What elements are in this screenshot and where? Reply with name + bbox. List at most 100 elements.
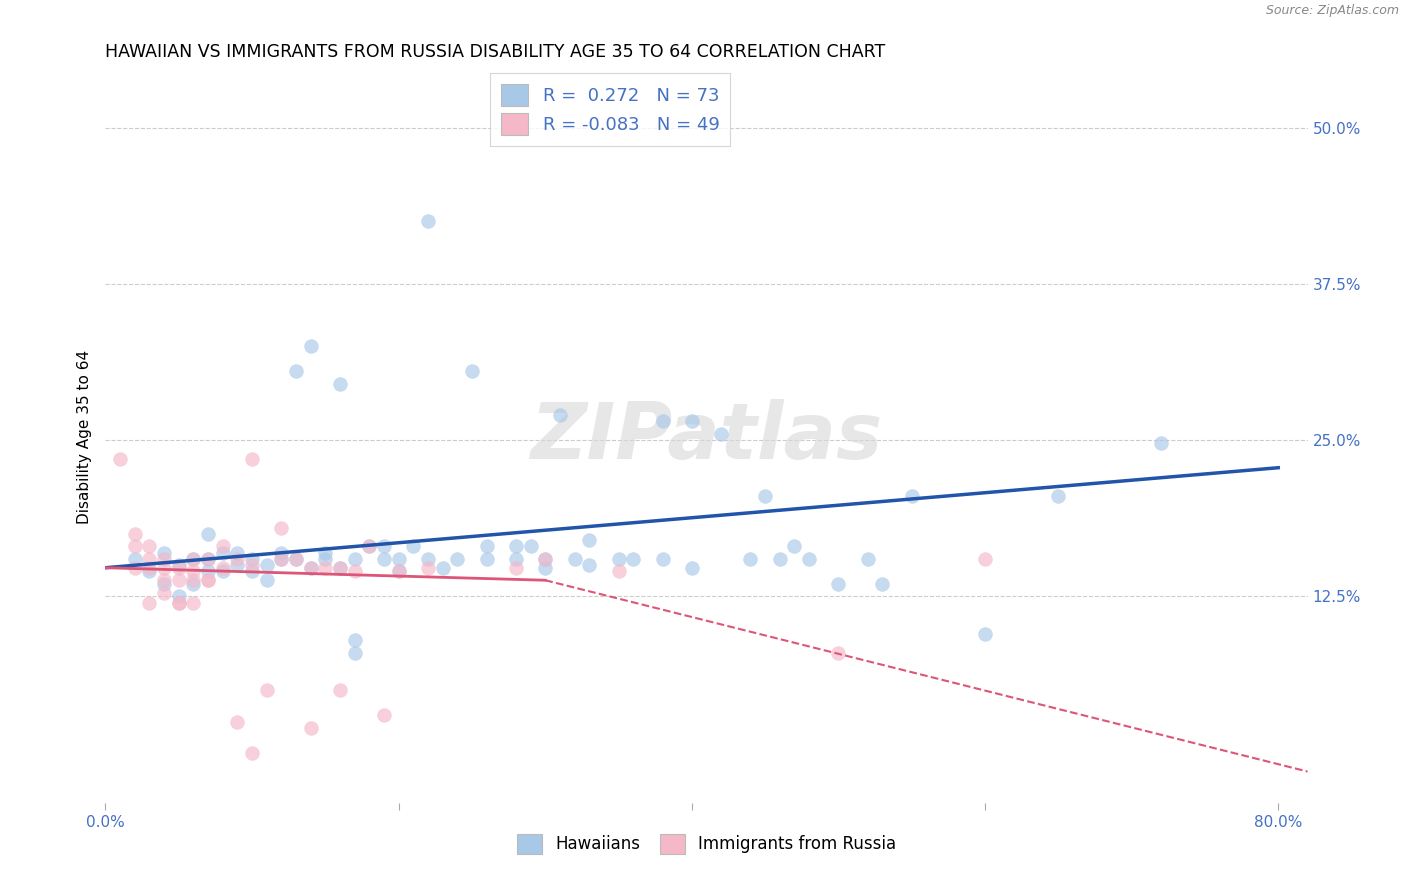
- Point: [783, 540, 806, 554]
- Point: [754, 490, 776, 504]
- Point: [329, 560, 352, 574]
- Point: [167, 573, 190, 587]
- Point: [872, 577, 894, 591]
- Point: [329, 683, 352, 698]
- Point: [359, 540, 381, 554]
- Point: [578, 533, 600, 548]
- Point: [1150, 435, 1173, 450]
- Point: [108, 452, 131, 467]
- Point: [285, 552, 308, 566]
- Point: [797, 552, 820, 566]
- Point: [681, 560, 703, 574]
- Point: [167, 596, 190, 610]
- Text: Source: ZipAtlas.com: Source: ZipAtlas.com: [1265, 4, 1399, 18]
- Point: [607, 552, 630, 566]
- Point: [373, 552, 395, 566]
- Point: [197, 573, 219, 587]
- Point: [373, 708, 395, 723]
- Point: [740, 552, 762, 566]
- Point: [270, 552, 292, 566]
- Point: [432, 560, 454, 574]
- Point: [153, 577, 176, 591]
- Point: [226, 552, 249, 566]
- Point: [534, 552, 557, 566]
- Point: [343, 565, 366, 579]
- Point: [256, 683, 278, 698]
- Point: [197, 565, 219, 579]
- Point: [197, 552, 219, 566]
- Point: [211, 565, 233, 579]
- Point: [299, 560, 322, 574]
- Point: [197, 552, 219, 566]
- Point: [621, 552, 644, 566]
- Point: [548, 408, 571, 422]
- Point: [270, 521, 292, 535]
- Point: [211, 546, 233, 560]
- Point: [505, 560, 527, 574]
- Point: [329, 376, 352, 391]
- Point: [197, 527, 219, 541]
- Point: [856, 552, 879, 566]
- Point: [314, 552, 336, 566]
- Point: [534, 560, 557, 574]
- Point: [519, 540, 541, 554]
- Point: [388, 552, 411, 566]
- Point: [285, 552, 308, 566]
- Point: [681, 414, 703, 428]
- Point: [827, 577, 849, 591]
- Point: [270, 552, 292, 566]
- Point: [388, 565, 411, 579]
- Point: [124, 527, 146, 541]
- Text: ZIPatlas: ZIPatlas: [530, 399, 883, 475]
- Point: [211, 560, 233, 574]
- Point: [256, 558, 278, 573]
- Point: [974, 552, 997, 566]
- Point: [373, 540, 395, 554]
- Point: [505, 552, 527, 566]
- Point: [314, 546, 336, 560]
- Point: [564, 552, 586, 566]
- Point: [183, 552, 205, 566]
- Point: [240, 565, 263, 579]
- Point: [183, 573, 205, 587]
- Point: [138, 560, 160, 574]
- Point: [138, 565, 160, 579]
- Legend: Hawaiians, Immigrants from Russia: Hawaiians, Immigrants from Russia: [506, 823, 907, 864]
- Point: [314, 560, 336, 574]
- Point: [329, 560, 352, 574]
- Point: [183, 565, 205, 579]
- Point: [416, 552, 439, 566]
- Point: [710, 426, 733, 441]
- Point: [240, 746, 263, 760]
- Point: [475, 552, 498, 566]
- Point: [343, 633, 366, 648]
- Point: [343, 552, 366, 566]
- Point: [402, 540, 425, 554]
- Point: [183, 577, 205, 591]
- Point: [226, 714, 249, 729]
- Point: [197, 573, 219, 587]
- Point: [578, 558, 600, 573]
- Point: [651, 414, 673, 428]
- Point: [211, 540, 233, 554]
- Point: [240, 552, 263, 566]
- Point: [270, 546, 292, 560]
- Point: [240, 558, 263, 573]
- Point: [256, 573, 278, 587]
- Point: [475, 540, 498, 554]
- Point: [769, 552, 792, 566]
- Point: [359, 540, 381, 554]
- Point: [124, 552, 146, 566]
- Point: [416, 214, 439, 228]
- Point: [138, 540, 160, 554]
- Point: [153, 573, 176, 587]
- Point: [416, 560, 439, 574]
- Point: [153, 560, 176, 574]
- Point: [446, 552, 468, 566]
- Point: [167, 558, 190, 573]
- Point: [607, 565, 630, 579]
- Point: [138, 596, 160, 610]
- Point: [226, 546, 249, 560]
- Point: [299, 339, 322, 353]
- Point: [343, 646, 366, 660]
